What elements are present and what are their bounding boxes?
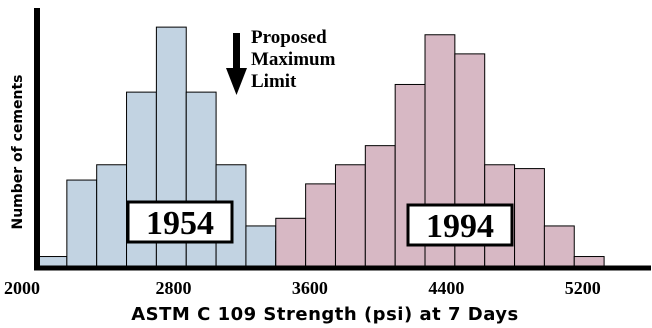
bar-1994-0 xyxy=(275,217,307,269)
annotation-line-1: Proposed xyxy=(251,27,327,48)
y-axis-label: Number of cements xyxy=(10,74,26,229)
bar-1994-8 xyxy=(514,168,545,269)
x-tick-label: 4400 xyxy=(428,278,464,298)
bar-1994-1 xyxy=(305,183,336,269)
x-axis-label: ASTM C 109 Strength (psi) at 7 Days xyxy=(131,304,518,325)
annotation-line-3: Limit xyxy=(251,71,297,92)
bar-1954-7 xyxy=(245,225,277,269)
label-box-1994-text: 1994 xyxy=(426,208,494,245)
bar-1954-1 xyxy=(66,179,98,269)
bar-1994-9 xyxy=(543,225,575,269)
bar-1954-2 xyxy=(96,164,128,269)
x-tick-label: 5200 xyxy=(565,278,601,298)
label-box-1994: 1994 xyxy=(406,203,514,247)
label-box-1954-text: 1954 xyxy=(146,205,214,242)
x-tick-label: 2000 xyxy=(4,278,40,298)
label-box-1994-frame xyxy=(406,203,514,247)
x-tick-labels: 2000 2800 3600 4400 5200 xyxy=(4,278,601,298)
annotation-line-2: Maximum xyxy=(251,49,336,70)
x-tick-label: 2800 xyxy=(155,278,191,298)
label-box-1954-frame xyxy=(126,200,234,244)
annotation-arrow-head xyxy=(226,68,247,95)
proposed-limit-annotation: Proposed Maximum Limit xyxy=(226,27,336,95)
bar-1994-2 xyxy=(334,164,366,269)
bar-1994-3 xyxy=(364,145,396,269)
annotation-arrow-shaft xyxy=(233,33,240,69)
x-tick-label: 3600 xyxy=(292,278,328,298)
label-box-1954: 1954 xyxy=(126,200,234,244)
